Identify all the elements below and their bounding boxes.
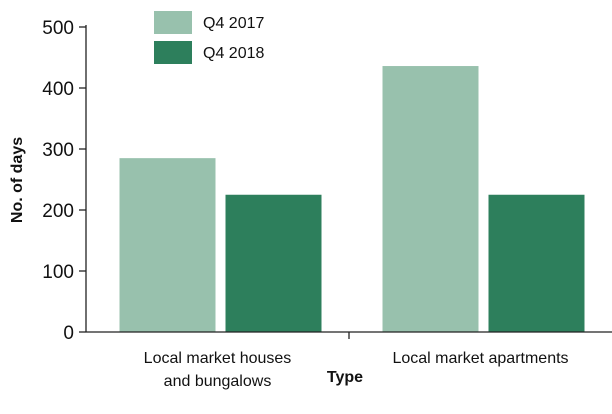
y-tick-label-0: 0 (63, 323, 74, 344)
x-category-label-0-1: and bungalows (164, 373, 272, 390)
y-tick-label-400: 400 (42, 79, 74, 100)
legend-swatch-0 (154, 11, 192, 34)
y-tick-label-100: 100 (42, 262, 74, 283)
legend-label-1: Q4 2018 (203, 45, 264, 62)
bar-1-0 (382, 66, 479, 332)
bar-1-1 (488, 194, 585, 332)
y-axis-title: No. of days (9, 137, 26, 223)
bar-0-0 (119, 158, 216, 332)
bar-0-1 (225, 194, 322, 332)
y-tick-label-200: 200 (42, 201, 74, 222)
y-tick-label-300: 300 (42, 140, 74, 161)
bars-layer (119, 66, 585, 332)
x-category-label-0-0: Local market houses (144, 350, 292, 367)
x-axis-title: Type (327, 369, 363, 386)
legend: Q4 2017 Q4 2018 (154, 11, 264, 64)
y-tick-label-500: 500 (42, 18, 74, 39)
legend-swatch-1 (154, 41, 192, 64)
legend-label-0: Q4 2017 (203, 15, 264, 32)
axes-layer: 0 100 200 300 400 500 Local market houses and b… (42, 18, 612, 390)
x-category-label-1-0: Local market apartments (392, 350, 568, 367)
